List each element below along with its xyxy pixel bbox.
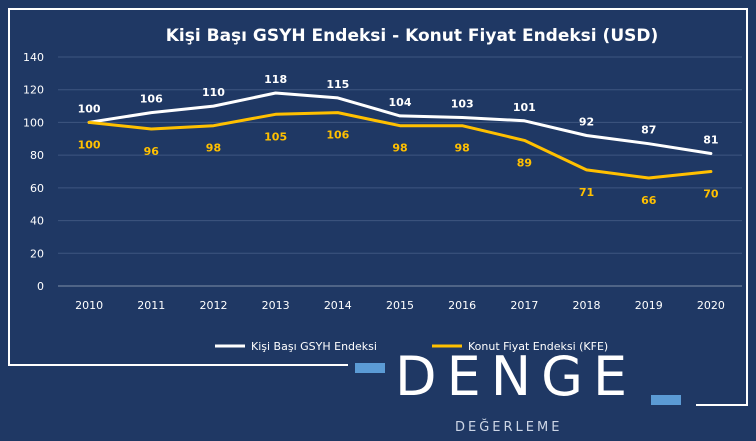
x-tick-label: 2018	[573, 299, 601, 312]
frame-border-top	[8, 8, 748, 10]
data-label: 104	[389, 96, 412, 109]
data-label: 101	[513, 101, 536, 114]
y-tick-label: 40	[30, 215, 44, 228]
y-tick-label: 80	[30, 149, 44, 162]
y-tick-label: 60	[30, 182, 44, 195]
y-tick-label: 0	[37, 280, 44, 293]
x-tick-label: 2010	[75, 299, 103, 312]
x-tick-label: 2014	[324, 299, 352, 312]
x-axis-ticks: 2010 2011 2012 2013 2014 2015 2016 2017 2018 2019…	[75, 299, 725, 312]
data-labels: 100 106 110 118 115 104 103 101 92 87 81 100 96 98 105…	[78, 73, 719, 207]
x-tick-label: 2012	[199, 299, 227, 312]
logo-accent-bar-left	[355, 363, 385, 373]
data-label: 103	[451, 98, 474, 111]
series-layer	[87, 91, 713, 180]
data-label: 110	[202, 86, 225, 99]
frame-border-bottom-right	[696, 404, 748, 406]
x-tick-label: 2013	[262, 299, 290, 312]
y-tick-label: 20	[30, 247, 44, 260]
frame-border-left	[8, 8, 10, 366]
grid-layer	[58, 56, 742, 287]
legend: Kişi Başı GSYH Endeksi Konut Fiyat Endeks…	[215, 340, 608, 353]
series-line-kfe	[87, 111, 713, 180]
data-label: 92	[579, 116, 594, 129]
logo-subtitle: DEĞERLEME	[455, 420, 563, 435]
y-tick-label: 140	[23, 51, 44, 64]
x-tick-label: 2017	[510, 299, 538, 312]
y-axis-ticks: 0 20 40 60 80 100 120 140	[23, 51, 44, 293]
x-tick-label: 2020	[697, 299, 725, 312]
data-label: 70	[703, 188, 719, 201]
y-tick-label: 120	[23, 84, 44, 97]
legend-label: Konut Fiyat Endeksi (KFE)	[468, 340, 608, 353]
data-label: 106	[326, 129, 349, 142]
x-tick-label: 2015	[386, 299, 414, 312]
legend-label: Kişi Başı GSYH Endeksi	[251, 340, 377, 353]
data-label: 115	[326, 78, 349, 91]
data-label: 106	[140, 93, 163, 106]
logo-accent-bar-right	[651, 395, 681, 405]
data-label: 96	[144, 145, 160, 158]
x-tick-label: 2011	[137, 299, 165, 312]
data-label: 89	[517, 156, 532, 169]
x-tick-label: 2019	[635, 299, 663, 312]
data-label: 98	[455, 142, 470, 155]
data-label: 87	[641, 124, 656, 137]
logo-wordmark: DENGE	[395, 345, 638, 408]
data-label: 100	[78, 138, 101, 151]
series-line-gsyh	[87, 91, 713, 155]
frame-border-bottom-left	[8, 364, 348, 366]
frame-border-right	[746, 8, 748, 406]
data-label: 118	[264, 73, 287, 86]
data-label: 81	[703, 134, 718, 147]
data-label: 100	[78, 102, 101, 115]
data-label: 71	[579, 186, 594, 199]
x-tick-label: 2016	[448, 299, 476, 312]
data-label: 66	[641, 194, 657, 207]
data-label: 98	[392, 142, 407, 155]
chart-title: Kişi Başı GSYH Endeksi - Konut Fiyat End…	[166, 26, 659, 46]
data-label: 105	[264, 130, 287, 143]
y-tick-label: 100	[23, 116, 44, 129]
data-label: 98	[206, 142, 221, 155]
